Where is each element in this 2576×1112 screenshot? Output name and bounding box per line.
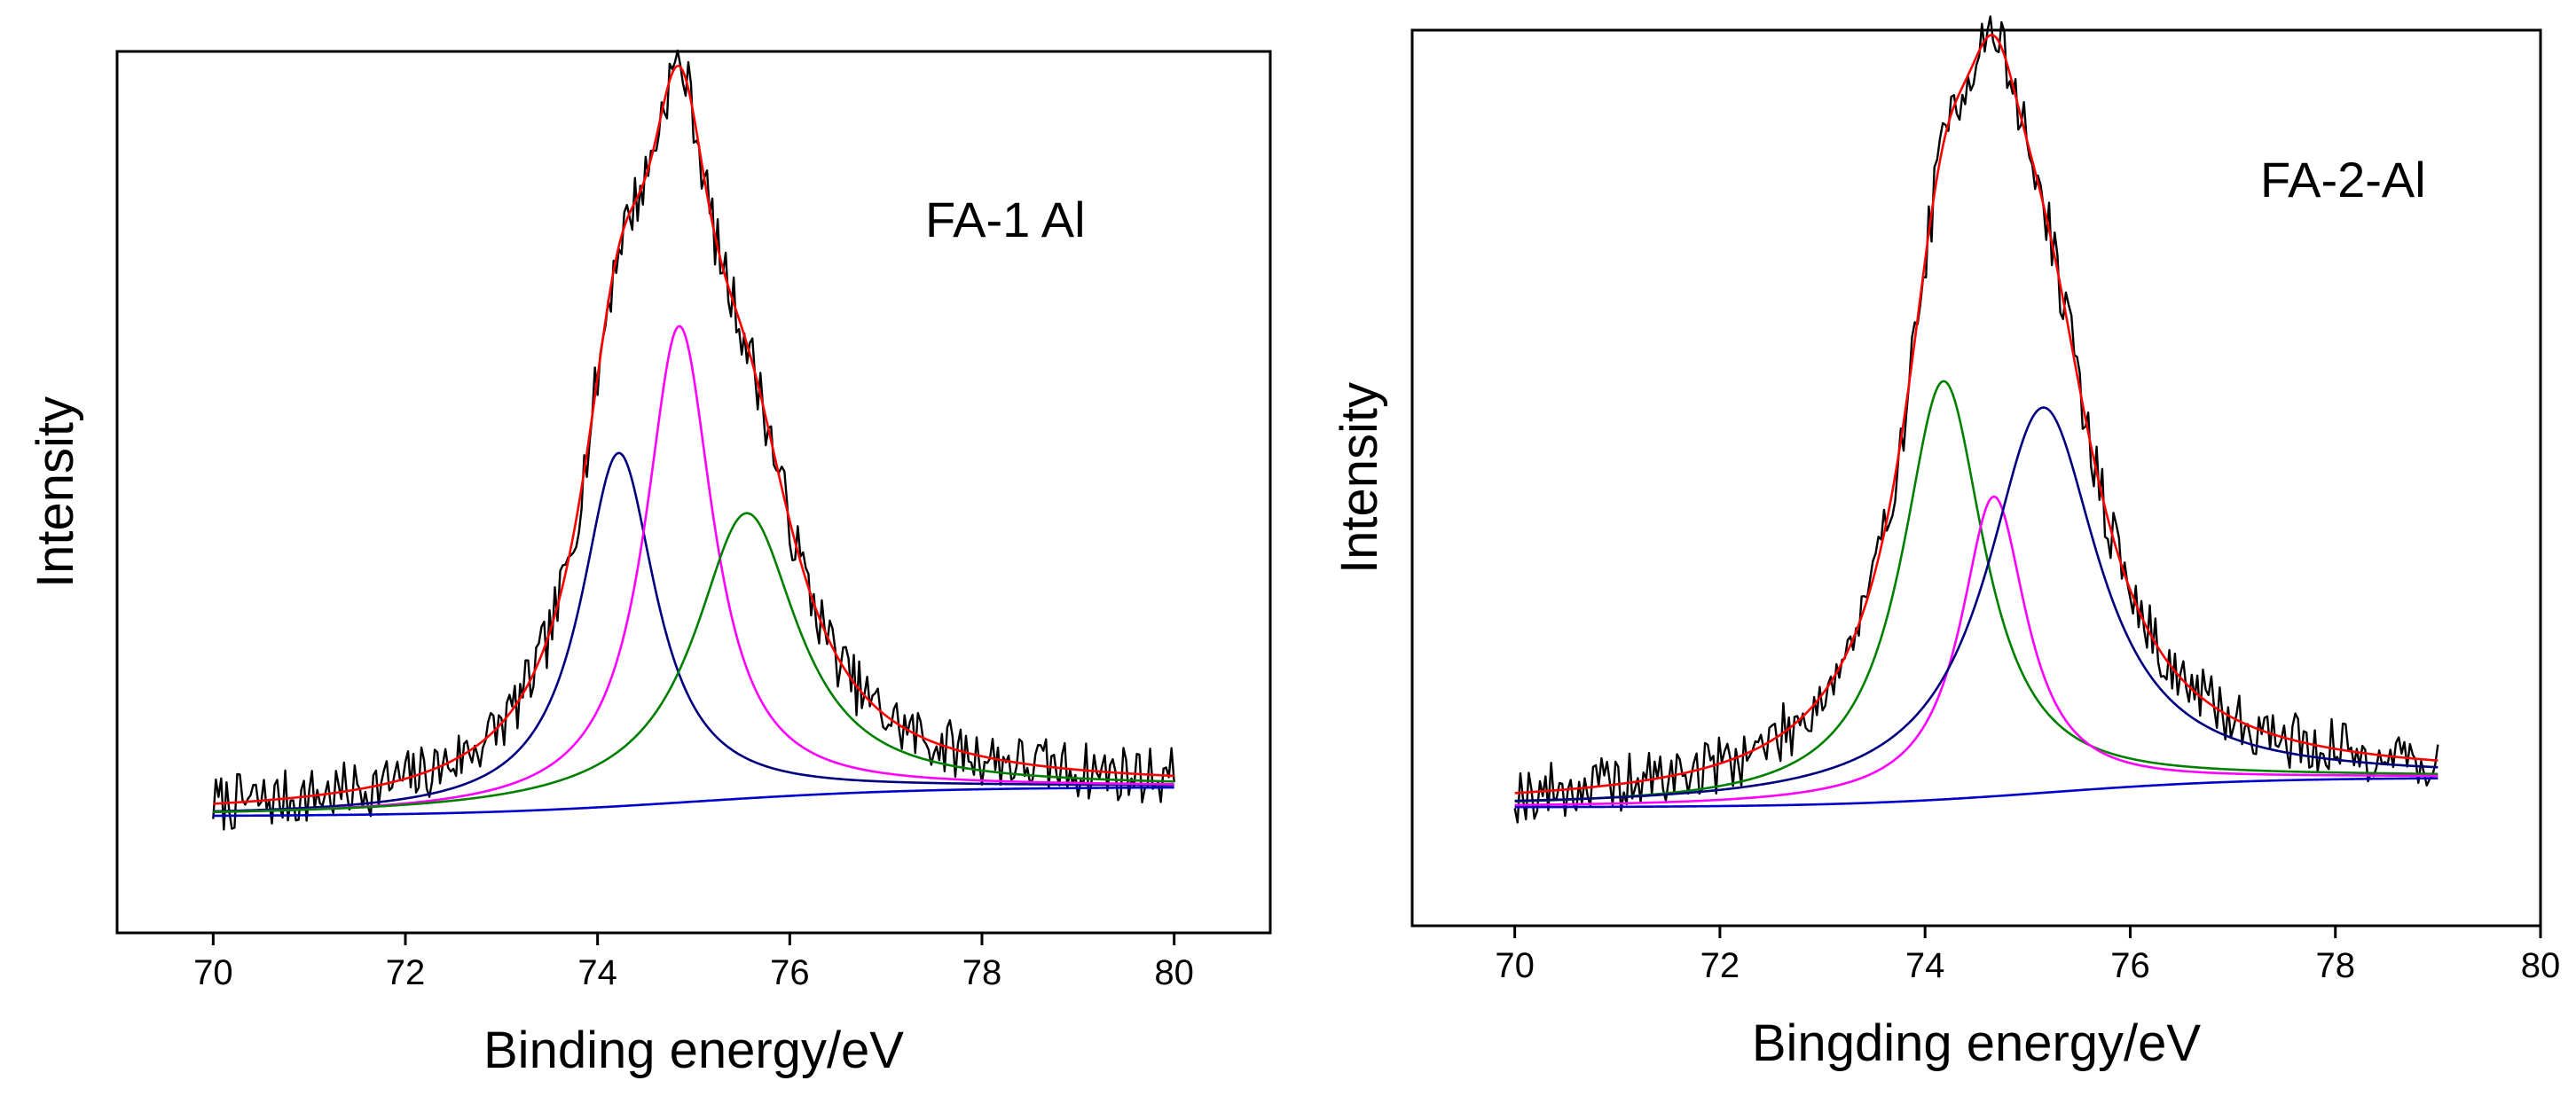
x-tick-label: 70 (1495, 946, 1535, 985)
x-tick-label: 80 (1154, 953, 1194, 992)
x-tick-label: 78 (962, 953, 1002, 992)
x-axis-ticks: 70 72 74 76 78 80 (193, 933, 1194, 992)
panel-fa-1-al: 70 72 74 76 78 80 FA-1 Al Binding energy/eV I… (27, 49, 1272, 1079)
background-line (213, 786, 1174, 818)
plot-frame (1410, 28, 2542, 928)
raw-spectrum-line (1513, 15, 2439, 824)
x-axis-label: Bingding energy/eV (1752, 1014, 2202, 1072)
x-tick-label: 78 (2315, 946, 2355, 985)
panel-annotation: FA-2-Al (2260, 152, 2426, 208)
fit-component-3-line (1514, 406, 2439, 803)
fit-envelope-line (213, 64, 1174, 805)
plot-marks (212, 49, 1175, 831)
x-tick-label: 70 (193, 953, 233, 992)
panel-fa-2-al: 70 72 74 76 78 80 FA-2-Al Bingding energy/eV … (1331, 15, 2560, 1072)
fit-component-2-line (1514, 495, 2439, 807)
fit-component-3-line (213, 512, 1174, 813)
fit-component-1-line (213, 451, 1174, 813)
x-axis-ticks: 70 72 74 76 78 80 (1495, 926, 2560, 985)
x-tick-label: 74 (1905, 946, 1945, 985)
x-tick-label: 76 (2110, 946, 2150, 985)
raw-spectrum-line (212, 49, 1175, 831)
plot-marks (1513, 15, 2439, 824)
x-tick-label: 72 (386, 953, 426, 992)
x-tick-label: 80 (2521, 946, 2561, 985)
fit-envelope-line (1514, 34, 2439, 795)
x-tick-label: 74 (577, 953, 617, 992)
background-line (1514, 777, 2439, 809)
panel-annotation: FA-1 Al (925, 192, 1086, 247)
y-axis-label: Intensity (27, 396, 84, 588)
plot-frame (115, 50, 1272, 935)
fit-component-2-line (213, 325, 1174, 814)
y-axis-label: Intensity (1331, 382, 1388, 574)
x-tick-label: 76 (770, 953, 810, 992)
x-tick-label: 72 (1700, 946, 1740, 985)
x-axis-label: Binding energy/eV (483, 1022, 904, 1079)
fit-component-1-line (1514, 380, 2439, 803)
